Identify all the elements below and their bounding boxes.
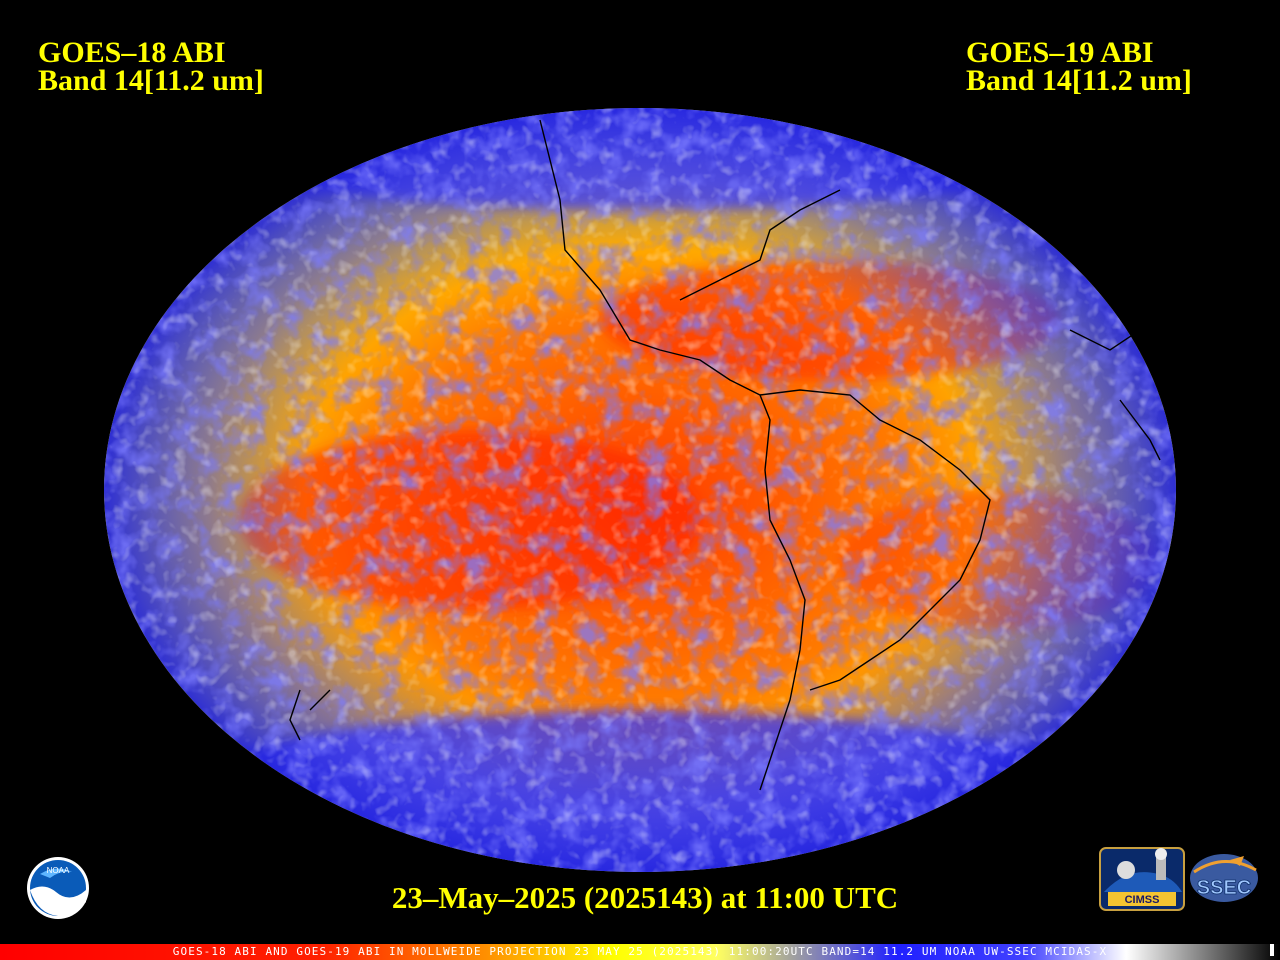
ssec-logo-text: SSEC <box>1197 877 1251 899</box>
right-satellite-title: GOES–19 ABI <box>966 36 1154 69</box>
right-band-label: Band 14[11.2 um] <box>966 64 1192 97</box>
timestamp-label: 23–May–2025 (2025143) at 11:00 UTC <box>391 880 899 915</box>
noaa-logo: NOAA <box>27 857 89 919</box>
cimss-logo: CIMSS <box>1099 847 1185 911</box>
color-scale-bar <box>0 944 1280 960</box>
left-satellite-title: GOES–18 ABI <box>38 36 226 69</box>
footer-caption: GOES-18 ABI AND GOES-19 ABI IN MOLLWEIDE… <box>172 945 1108 958</box>
coastlines <box>289 119 1161 791</box>
noaa-logo-text: NOAA <box>47 866 70 875</box>
ssec-logo: SSEC <box>1190 854 1258 902</box>
left-band-label: Band 14[11.2 um] <box>38 64 264 97</box>
cimss-logo-text: CIMSS <box>1125 894 1160 906</box>
